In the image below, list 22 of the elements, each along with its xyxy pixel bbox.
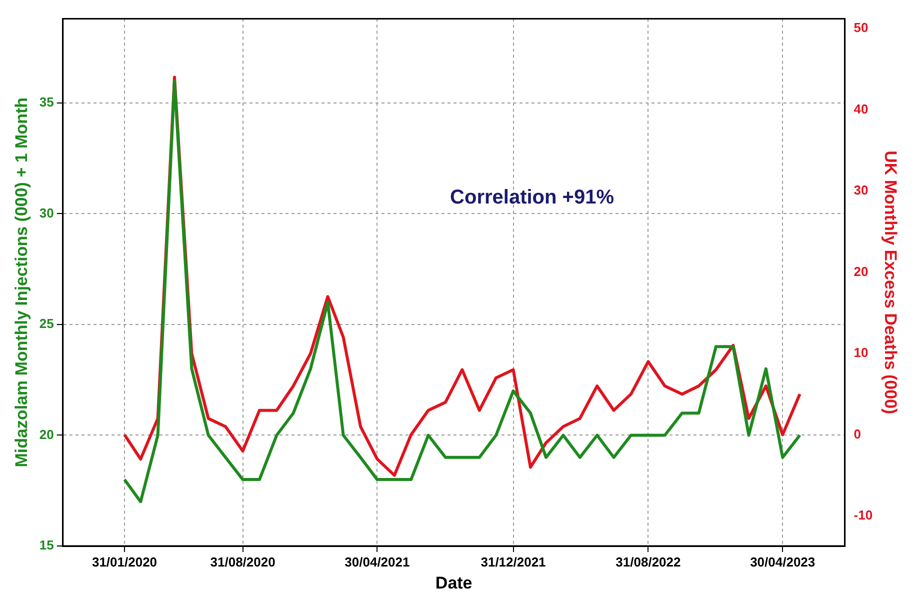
y-tick-label: 15 <box>39 538 54 553</box>
y-tick-label: 20 <box>39 426 54 442</box>
y-tick-label: 25 <box>39 316 54 332</box>
y-tick-label: 30 <box>39 205 54 220</box>
x-tick-label: 31/12/2021 <box>480 554 546 570</box>
y2-tick-label: 50 <box>854 20 868 36</box>
x-tick-label: 30/04/2021 <box>344 554 410 570</box>
x-tick-label: 31/01/2020 <box>92 554 158 570</box>
y-axis-title: Midazolam Monthly Injections (000) + 1 Month <box>12 98 31 468</box>
y2-tick-label: 10 <box>854 345 868 360</box>
x-tick-label: 31/08/2022 <box>616 554 681 570</box>
annotation: Correlation +91% <box>450 186 614 208</box>
y2-tick-label: -10 <box>854 508 873 523</box>
x-tick-label: 31/08/2020 <box>210 554 276 570</box>
y2-tick-label: 30 <box>854 182 868 198</box>
y2-tick-label: 0 <box>854 426 862 442</box>
y2-tick-label: 20 <box>854 264 868 279</box>
y2-tick-label: 40 <box>854 101 868 116</box>
x-tick-label: 30/04/2023 <box>750 554 816 570</box>
y2-axis-title: UK Monthly Excess Deaths (000) <box>881 150 900 414</box>
x-axis-title: Date <box>435 573 472 592</box>
y-tick-label: 35 <box>39 94 54 110</box>
